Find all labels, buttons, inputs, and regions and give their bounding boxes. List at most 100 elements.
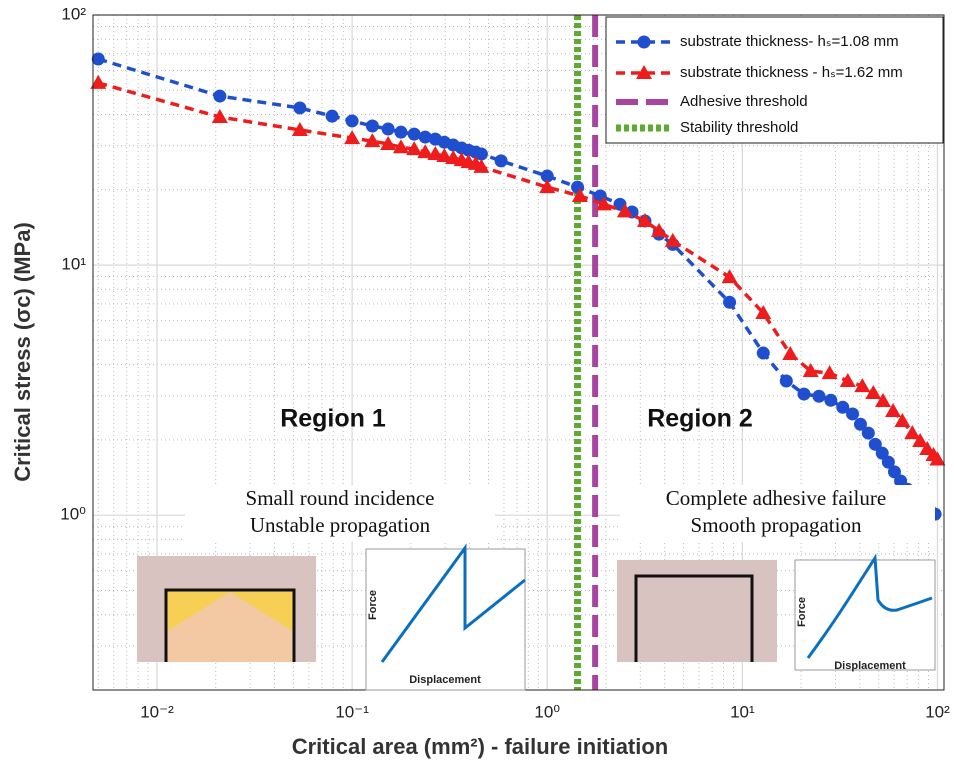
marker [664,232,681,247]
marker [473,158,490,173]
marker [407,127,421,141]
inset-curve [380,543,526,663]
annotation-bg [620,485,935,542]
marker [344,130,361,145]
marker [853,417,867,431]
marker [436,148,453,163]
inset-outline [634,574,754,662]
x-tick-label: 10⁻¹ [335,702,369,721]
marker [894,413,911,428]
marker [293,101,307,115]
marker [494,154,508,168]
marker [904,425,921,440]
marker [812,389,826,403]
marker [868,437,882,451]
marker [861,426,875,440]
marker [392,139,409,154]
y-tick-label: 10² [61,4,86,23]
inset-right: Force Displacement [617,553,936,672]
annotation: Small round incidence [246,486,435,510]
marker [213,89,227,103]
marker [380,135,397,150]
marker [824,393,838,407]
marker [325,109,339,123]
marker [540,169,554,183]
marker [836,400,850,414]
annotation: Smooth propagation [691,513,862,537]
marker [797,387,811,401]
legend-box [605,16,944,144]
marker [865,385,882,400]
marker [474,147,488,161]
marker [211,108,228,123]
marker [881,455,895,469]
marker [651,222,668,237]
marker [839,373,856,387]
marker [912,432,929,447]
marker [364,133,381,148]
x-tick-label: 10⁰ [534,702,560,721]
marker [616,203,633,218]
marker [802,363,819,378]
x-tick-label: 10⁻² [140,702,174,721]
marker [417,144,434,159]
marker [756,346,770,360]
legend: substrate thickness- hₛ=1.08 mm substrate… [605,16,944,144]
inset-curve [806,553,933,659]
annotation: Complete adhesive failure [666,486,886,510]
marker [427,146,444,161]
marker [875,393,892,408]
marker [723,295,737,309]
y-tick-label: 10¹ [61,255,86,274]
inset-label: Force [796,597,808,627]
marker [406,141,423,156]
marker [846,407,860,421]
inset-shape [166,592,294,662]
y-axis-title: Critical stress (σc) (MPa) [10,222,35,482]
marker [365,119,379,133]
inset-graph [365,548,526,691]
data-layer [90,15,946,690]
marker [637,35,651,49]
annotation: Unstable propagation [250,513,431,537]
marker [418,130,432,144]
legend-label: Stability threshold [680,119,798,136]
inset-left: Force Displacement [137,543,526,691]
marker [91,52,105,66]
y-tick-label: 10⁰ [60,505,86,524]
marker [595,196,612,211]
marker [755,305,772,320]
marker [779,374,793,388]
legend-label: substrate thickness- hₛ=1.08 mm [680,33,899,50]
annotation: Region 1 [280,405,386,433]
marker [929,451,946,466]
marker [636,65,652,79]
legend-label: Adhesive threshold [680,93,808,110]
inset-outline [164,588,296,662]
marker [394,125,408,139]
marker [381,122,395,136]
marker [571,187,588,202]
legend-label: substrate thickness - hₛ=1.62 mm [680,64,903,81]
marker [782,346,799,361]
marker [887,465,901,479]
marker [885,402,902,417]
x-tick-label: 10² [925,702,950,721]
annotation-bg [185,485,495,542]
marker [571,180,585,194]
marker [636,213,653,228]
marker [291,121,308,136]
inset-label: Displacement [834,660,906,672]
inset-graph [794,559,936,671]
marker [345,114,359,128]
marker [721,269,738,284]
marker [821,365,838,380]
annotation: Region 2 [647,405,753,433]
x-tick-label: 10¹ [730,702,755,721]
marker [539,179,556,194]
x-axis-title: Critical area (mm²) - failure initiation [292,734,669,759]
marker [90,74,107,89]
inset-label: Force [367,590,379,620]
marker [854,378,871,393]
